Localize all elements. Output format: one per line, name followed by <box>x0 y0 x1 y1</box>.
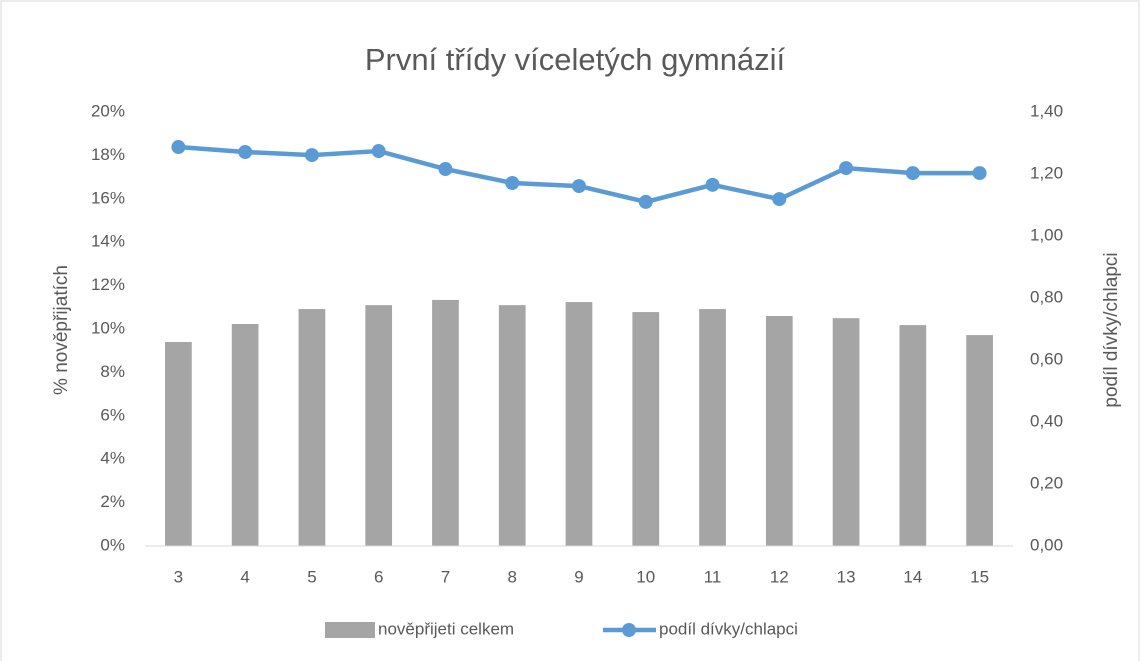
x-tick-label: 15 <box>970 567 989 586</box>
line-marker <box>371 144 386 159</box>
y2-tick-label: 0,60 <box>1030 349 1063 368</box>
y2-tick-label: 0,40 <box>1030 411 1063 430</box>
line-marker <box>839 161 854 176</box>
line-marker <box>905 166 920 181</box>
y-tick-label: 2% <box>100 492 125 511</box>
bar <box>899 325 927 546</box>
line-marker <box>705 177 720 192</box>
line-marker <box>238 144 253 159</box>
bar <box>765 315 793 546</box>
legend-label: nověpřijeti celkem <box>378 619 514 638</box>
line-marker <box>638 194 653 209</box>
y-tick-label: 16% <box>91 188 125 207</box>
y-tick-label: 0% <box>100 535 125 554</box>
x-tick-label: 9 <box>574 567 583 586</box>
y2-tick-label: 1,40 <box>1030 101 1063 120</box>
chart-title: První třídy víceletých gymnázií <box>365 42 786 77</box>
y-axis-title: % nověpřijatích <box>51 265 72 395</box>
line-marker <box>438 162 453 177</box>
bar <box>699 309 726 546</box>
legend-swatch <box>325 622 375 638</box>
y-tick-label: 12% <box>91 275 125 294</box>
x-tick-label: 3 <box>174 567 183 586</box>
line-marker <box>972 166 987 181</box>
bar <box>565 302 593 546</box>
y2-tick-label: 1,20 <box>1030 163 1063 182</box>
y2-tick-label: 0,00 <box>1030 535 1063 554</box>
x-tick-label: 6 <box>374 567 383 586</box>
line-marker <box>171 140 186 155</box>
x-tick-label: 11 <box>704 567 722 586</box>
legend-label: podíl dívky/chlapci <box>659 619 798 638</box>
x-tick-label: 4 <box>240 567 249 586</box>
line-marker <box>772 192 787 207</box>
y2-tick-label: 0,20 <box>1030 473 1063 492</box>
y2-tick-label: 0,80 <box>1030 287 1063 306</box>
y2-axis-title: podíl dívky/chlapci <box>1101 252 1122 407</box>
y-tick-label: 8% <box>100 362 125 381</box>
bar <box>165 342 192 546</box>
line-marker <box>304 148 319 163</box>
x-tick-label: 12 <box>770 567 789 586</box>
bar <box>966 335 993 546</box>
x-tick-label: 10 <box>636 567 655 586</box>
legend-marker <box>622 623 636 637</box>
y2-tick-label: 1,00 <box>1030 225 1063 244</box>
bar <box>832 318 860 546</box>
y-tick-label: 4% <box>100 449 125 468</box>
x-tick-label: 14 <box>903 567 922 586</box>
x-tick-label: 13 <box>837 567 856 586</box>
bar <box>231 324 259 546</box>
x-tick-label: 8 <box>507 567 516 586</box>
y-tick-label: 10% <box>91 318 125 337</box>
x-tick-label: 5 <box>307 567 316 586</box>
bar <box>498 305 526 546</box>
line-marker <box>505 175 520 190</box>
bar <box>632 312 660 546</box>
line-marker <box>572 179 586 194</box>
y-tick-label: 6% <box>100 405 125 424</box>
y-tick-label: 18% <box>91 145 125 164</box>
y-tick-label: 20% <box>91 101 125 120</box>
bar <box>298 309 326 546</box>
x-tick-label: 7 <box>441 567 450 586</box>
bar <box>365 305 393 546</box>
y-tick-label: 14% <box>91 232 125 251</box>
bar <box>432 299 459 546</box>
